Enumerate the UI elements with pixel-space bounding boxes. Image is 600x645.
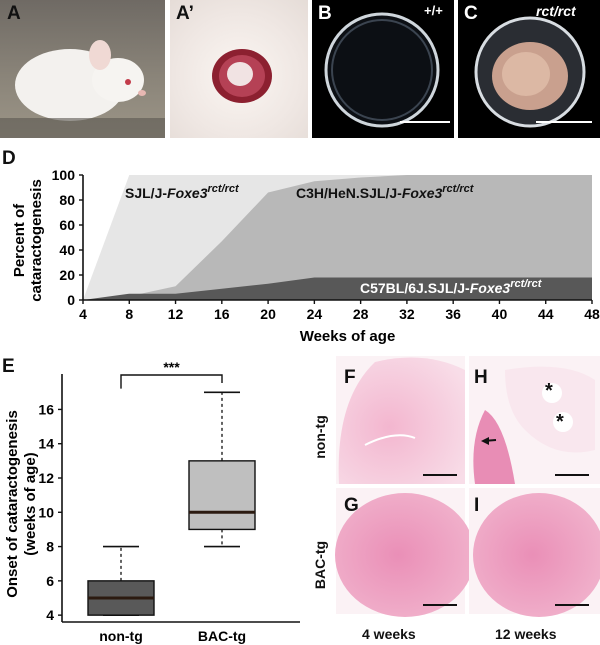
col-label-4-weeks: 4 weeks bbox=[362, 626, 416, 642]
photo-lens-wildtype: B +/+ bbox=[312, 0, 454, 138]
histology-panel-h bbox=[469, 356, 600, 484]
y-tick-label: 0 bbox=[67, 292, 75, 308]
y-tick-label: 8 bbox=[46, 539, 54, 555]
y-tick-label: 20 bbox=[59, 267, 75, 283]
scale-bar bbox=[536, 121, 592, 123]
y-tick-label: 6 bbox=[46, 573, 54, 589]
series-label-c3h: C3H/HeN.SJL/J-Foxe3rct/rct bbox=[296, 183, 475, 201]
panel-label-d: D bbox=[2, 148, 16, 169]
x-tick-label: 28 bbox=[353, 306, 369, 322]
mouse-illustration bbox=[0, 40, 165, 138]
panel-label-b: B bbox=[318, 3, 332, 24]
y-tick-label: 12 bbox=[38, 470, 54, 486]
x-tick-label: 12 bbox=[168, 306, 184, 322]
y-tick-label: 4 bbox=[46, 607, 54, 623]
panel-label-i: I bbox=[474, 495, 480, 516]
y-axis-label: Percent of bbox=[11, 203, 28, 277]
panel-label-g: G bbox=[344, 495, 359, 516]
x-tick-label: 40 bbox=[492, 306, 508, 322]
asterisk-1: * bbox=[545, 380, 553, 402]
x-tick-label: 32 bbox=[399, 306, 415, 322]
histology-grid bbox=[335, 356, 600, 617]
genotype-label-mutant: rct/rct bbox=[536, 3, 576, 19]
y-tick-label: 16 bbox=[38, 401, 54, 417]
x-tick-label: 20 bbox=[260, 306, 276, 322]
y-tick-label: 14 bbox=[38, 436, 54, 452]
genotype-label-wildtype: +/+ bbox=[424, 3, 443, 18]
y-tick-label: 40 bbox=[59, 242, 75, 258]
histology-panel-i bbox=[469, 488, 600, 617]
col-label-12-weeks: 12 weeks bbox=[495, 626, 557, 642]
area-c57bl bbox=[83, 277, 592, 300]
y-tick-label: 10 bbox=[38, 504, 54, 520]
area-c3h bbox=[83, 175, 592, 300]
y-tick-label: 100 bbox=[52, 167, 76, 183]
scale-bar bbox=[400, 121, 450, 123]
lens-clear bbox=[324, 12, 450, 128]
x-tick-label: 8 bbox=[125, 306, 133, 322]
x-category-label: non-tg bbox=[99, 628, 143, 644]
histology-panel-g bbox=[335, 488, 475, 617]
x-category-label: BAC-tg bbox=[198, 628, 246, 644]
x-tick-label: 16 bbox=[214, 306, 230, 322]
panel-label-f: F bbox=[344, 367, 356, 388]
y-tick-label: 80 bbox=[59, 192, 75, 208]
eye-illustration bbox=[212, 49, 272, 103]
x-tick-label: 4 bbox=[79, 306, 87, 322]
series-label-sjl: SJL/J-Foxe3rct/rct bbox=[125, 183, 240, 201]
x-tick-label: 44 bbox=[538, 306, 554, 322]
panel-label-e: E bbox=[2, 356, 15, 377]
y-axis-label: Onset of cataractogenesis bbox=[4, 410, 21, 598]
panel-label-c: C bbox=[464, 3, 478, 24]
panel-label-a: A bbox=[7, 3, 21, 24]
x-axis-label: Weeks of age bbox=[300, 328, 396, 345]
row-label-non-tg: non-tg bbox=[312, 415, 328, 459]
significance-label: *** bbox=[163, 359, 180, 375]
asterisk-2: * bbox=[556, 411, 564, 433]
significance-bracket bbox=[120, 374, 223, 389]
box bbox=[188, 460, 256, 531]
x-tick-label: 48 bbox=[584, 306, 600, 322]
row-label-bac-tg: BAC-tg bbox=[312, 540, 328, 590]
y-tick-label: 60 bbox=[59, 217, 75, 233]
chart-onset-boxplot: 4 6 8 10 12 14 16 non-tg BAC-tg *** Onset of catar… bbox=[4, 359, 300, 644]
series-label-c57bl: C57BL/6J.SJL/J-Foxe3rct/rct bbox=[360, 278, 543, 296]
lens-cataract bbox=[474, 16, 592, 128]
panel-label-h: H bbox=[474, 367, 488, 388]
histology-panel-f bbox=[336, 356, 465, 484]
y-axis-label: cataractogenesis bbox=[28, 179, 45, 302]
y-axis-label: (weeks of age) bbox=[22, 452, 39, 555]
chart-cataractogenesis-time-course: 4 8 12 16 20 24 28 32 36 40 44 48020406080100Weeks … bbox=[11, 167, 600, 345]
x-tick-label: 24 bbox=[307, 306, 323, 322]
photo-lens-mutant: C rct/rct bbox=[458, 0, 600, 138]
x-tick-label: 36 bbox=[445, 306, 461, 322]
photo-eye-closeup: A’ bbox=[170, 0, 308, 138]
panel-label-a-prime: A’ bbox=[176, 3, 194, 24]
photo-mouse: A bbox=[0, 0, 165, 138]
